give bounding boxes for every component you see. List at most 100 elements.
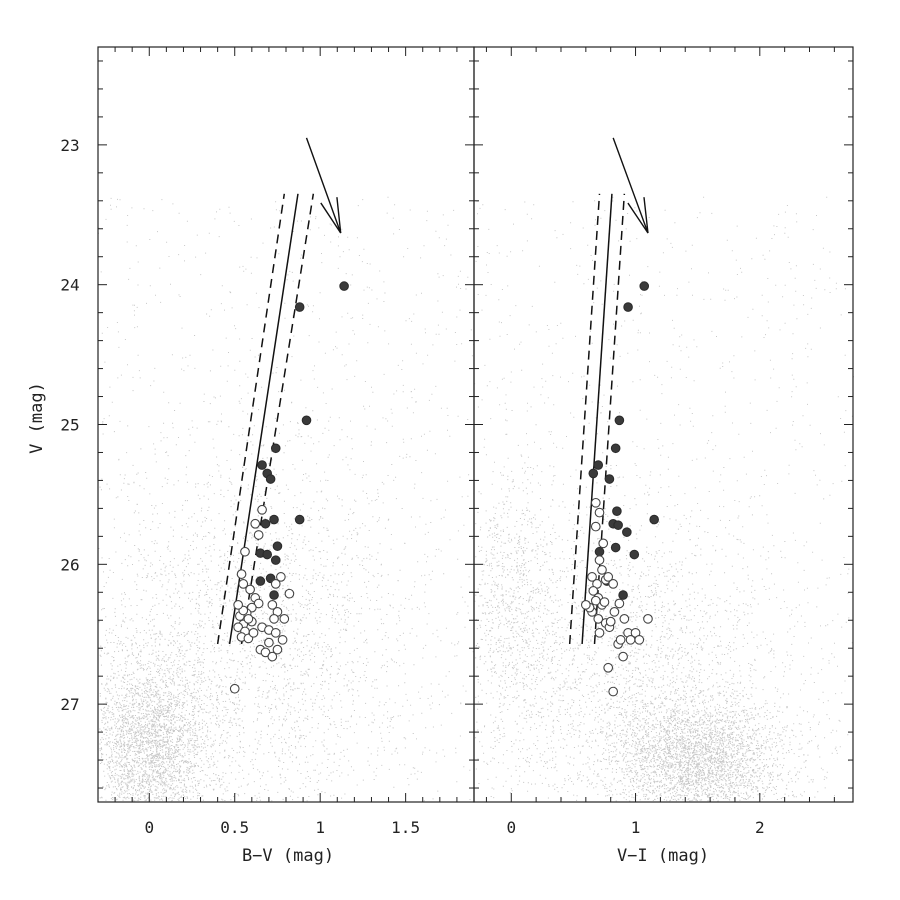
left-filled-point (257, 460, 267, 470)
left-filled-point (339, 281, 349, 291)
right-x-tick-label: 2 (755, 818, 765, 837)
right-open-point (590, 497, 601, 508)
right-filled-point (610, 443, 621, 454)
left-filled-point (262, 549, 273, 560)
left-open-point (264, 637, 274, 648)
left-ridge-line (228, 193, 299, 645)
left-filled-point (301, 415, 312, 426)
y-tick-label: 27 (60, 695, 79, 714)
right-filled-point (613, 520, 623, 530)
left-open-point (284, 588, 295, 599)
left-open-point (276, 572, 286, 582)
left-open-point (270, 627, 281, 638)
right-filled-point (610, 542, 621, 553)
left-data-points (229, 281, 349, 694)
right-open-point (605, 616, 616, 627)
right-ridge-bound (568, 193, 601, 645)
right-axis-ticks (474, 47, 853, 802)
right-reddening-arrowhead (627, 197, 649, 234)
left-open-point (277, 634, 288, 645)
right-filled-point (604, 474, 615, 484)
y-tick-label: 23 (60, 136, 79, 155)
right-open-point (594, 627, 605, 638)
left-x-tick-label: 1 (315, 818, 325, 837)
right-open-point (598, 538, 609, 549)
left-filled-point (260, 518, 271, 529)
left-open-point (245, 584, 255, 595)
right-x-axis-title: V−I (mag) (617, 846, 709, 866)
right-open-point (608, 686, 619, 697)
y-tick-label: 25 (60, 416, 79, 435)
right-reddening-vector (612, 137, 649, 234)
right-tick-labels: 0 1 2 (506, 818, 764, 837)
right-open-point (580, 600, 591, 610)
right-filled-point (588, 468, 599, 479)
left-open-point (279, 613, 290, 624)
left-open-point (240, 546, 250, 557)
right-open-point (609, 607, 620, 617)
right-open-point (594, 507, 605, 518)
right-panel: 0 1 2 V−I (mag) (473, 46, 854, 866)
left-filled-point (269, 514, 279, 525)
right-filled-point (594, 546, 605, 557)
left-open-point (238, 579, 249, 589)
left-reddening-vector (305, 137, 342, 234)
left-filled-point (294, 514, 305, 525)
y-axis-title: V (mag) (27, 382, 47, 454)
left-open-point (267, 651, 278, 662)
left-open-point (270, 579, 281, 589)
right-open-point (619, 613, 630, 624)
left-x-tick-label: 0 (144, 818, 154, 837)
left-x-axis-title: B−V (mag) (242, 846, 334, 866)
right-ridge-lines (568, 137, 649, 645)
right-x-tick-label: 0 (506, 818, 516, 837)
right-ridge-line (581, 193, 613, 645)
right-plot-frame (473, 46, 854, 803)
right-data-points (580, 281, 659, 697)
right-open-point (634, 634, 645, 645)
left-ridge-bound (240, 193, 315, 645)
left-axis-ticks (98, 47, 475, 802)
right-open-point (594, 555, 605, 565)
left-panel: 23 24 25 26 27 0 0.5 1 1.5 B−V (mag) V (mag) (27, 46, 475, 866)
left-open-point (248, 627, 259, 638)
right-field-stars (474, 196, 854, 803)
right-open-point (599, 597, 610, 607)
right-open-point (590, 595, 601, 606)
right-open-point (590, 521, 601, 532)
left-open-point (253, 598, 264, 609)
left-open-point (250, 518, 261, 529)
right-open-point (597, 565, 607, 575)
left-ridge-bound (216, 193, 286, 645)
right-filled-point (639, 281, 650, 291)
left-open-point (257, 504, 267, 515)
left-x-tick-label: 1.5 (391, 818, 420, 837)
right-open-point (608, 579, 619, 589)
left-filled-point (294, 302, 305, 312)
left-tick-labels: 23 24 25 26 27 0 0.5 1 1.5 (60, 136, 420, 837)
left-filled-point (265, 474, 276, 484)
left-open-point (233, 622, 243, 633)
left-x-tick-label: 0.5 (220, 818, 249, 837)
left-filled-point (269, 590, 279, 600)
left-reddening-arrowhead (320, 197, 342, 234)
right-filled-point (618, 590, 628, 600)
left-filled-point (270, 443, 281, 454)
left-field-star-background (98, 196, 475, 803)
right-open-point (643, 613, 653, 624)
right-open-point (614, 598, 625, 609)
right-filled-point (593, 460, 604, 470)
right-field-star-background (474, 196, 854, 803)
left-open-point (269, 613, 279, 624)
right-filled-point (623, 302, 633, 312)
left-open-point (229, 683, 240, 694)
right-open-point (603, 572, 614, 582)
right-open-point (588, 586, 599, 596)
y-tick-label: 26 (60, 555, 79, 574)
left-ridge-lines (216, 137, 342, 645)
right-filled-point (629, 549, 640, 560)
left-filled-point (270, 555, 281, 565)
left-open-point (267, 600, 278, 610)
right-filled-point (622, 527, 632, 537)
